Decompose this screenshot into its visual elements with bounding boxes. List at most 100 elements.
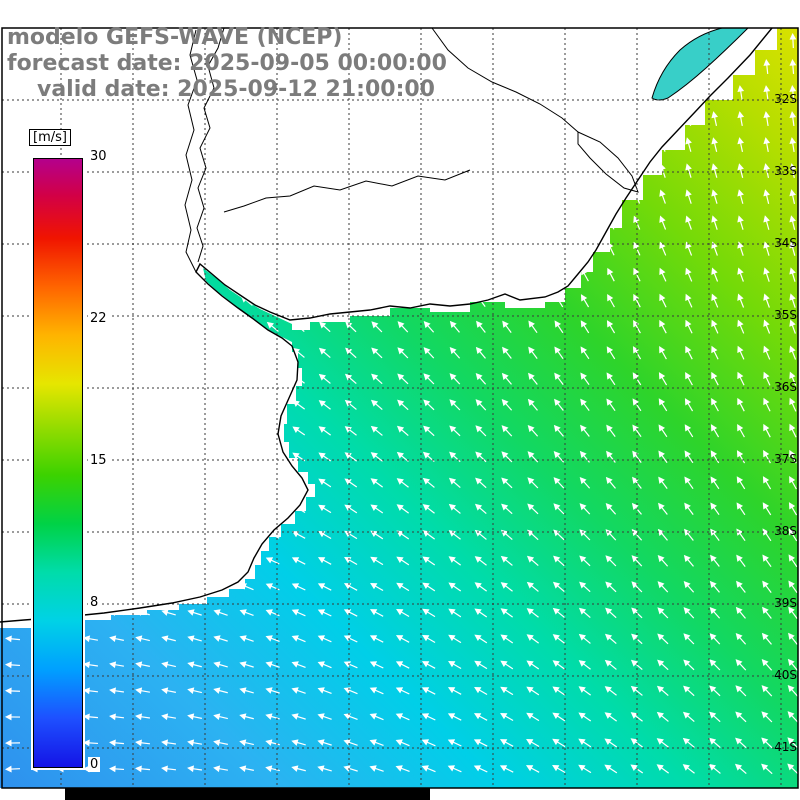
wave-arrow [628, 788, 644, 800]
wave-arrow [710, 424, 720, 438]
wave-arrow [109, 739, 125, 747]
wave-arrow [710, 502, 720, 516]
wave-arrow [318, 530, 332, 540]
wave-arrow [736, 528, 746, 542]
wave-arrow [372, 216, 382, 229]
wave-arrow [266, 348, 279, 358]
wave-arrow [499, 739, 514, 747]
wave-arrow [395, 713, 410, 721]
wave-arrow [213, 557, 228, 565]
wave-arrow [84, 166, 97, 176]
wave-arrow [554, 320, 564, 334]
wave-arrow [319, 269, 331, 281]
wave-arrow [421, 687, 436, 695]
wave-arrow [761, 685, 773, 697]
wave-arrow [529, 33, 536, 48]
wave-arrow [5, 375, 20, 383]
wave-arrow [710, 476, 720, 490]
wave-arrow [707, 787, 723, 800]
wave-arrow [396, 425, 409, 437]
wave-arrow [500, 555, 513, 566]
wave-arrow [213, 609, 228, 616]
wave-arrow [633, 267, 641, 282]
wave-arrow [213, 739, 228, 747]
wave-arrow [291, 687, 306, 694]
wave-arrow [737, 215, 744, 230]
wave-arrow [162, 191, 175, 203]
wave-arrow [266, 452, 280, 462]
wave-arrow [708, 737, 721, 749]
wave-arrow [344, 452, 358, 462]
wave-arrow [477, 85, 485, 100]
wave-arrow [449, 320, 460, 333]
wave-arrow [318, 478, 332, 488]
wave-arrow [553, 424, 564, 437]
wave-arrow [317, 635, 332, 643]
wave-arrow [684, 424, 694, 438]
wave-arrow [317, 557, 332, 565]
wave-arrow [763, 189, 770, 204]
wave-arrow [789, 85, 797, 101]
wave-arrow [527, 503, 539, 515]
lat-label: 38S [774, 524, 797, 538]
wave-arrow [291, 531, 306, 539]
wave-arrow [83, 531, 98, 538]
wave-arrow [215, 139, 227, 151]
wave-arrow [789, 476, 797, 490]
wave-arrow [188, 296, 202, 306]
wave-arrow [161, 765, 177, 773]
wave-arrow [474, 529, 487, 540]
wave-arrow [789, 59, 797, 75]
wave-arrow [734, 763, 747, 775]
wave-arrow [529, 137, 537, 152]
wave-arrow [632, 398, 642, 412]
wave-arrow [213, 713, 228, 720]
wave-arrow [552, 581, 565, 593]
wave-arrow [711, 189, 718, 204]
wave-arrow [422, 634, 436, 644]
colorbar-tick: 15 [88, 453, 109, 468]
wave-arrow [423, 399, 435, 411]
wave-arrow [111, 113, 123, 125]
wave-arrow [711, 267, 719, 282]
wave-arrow [187, 427, 202, 435]
wave-arrow [736, 502, 746, 516]
wave-arrow [606, 398, 616, 412]
wave-arrow [292, 426, 306, 436]
wave-arrow [189, 113, 201, 125]
wave-arrow [709, 607, 721, 619]
wave-arrow [5, 479, 20, 486]
wave-arrow [656, 685, 669, 697]
wave-arrow [711, 163, 718, 178]
wave-arrow [737, 371, 745, 386]
wave-arrow [109, 635, 124, 643]
wave-arrow [528, 346, 538, 359]
wave-arrow [343, 609, 358, 617]
wave-arrow [6, 218, 20, 228]
wave-arrow [763, 59, 771, 75]
wave-arrow [344, 504, 358, 514]
wave-arrow [787, 711, 798, 723]
wave-arrow [83, 479, 98, 486]
wave-arrow [502, 216, 512, 230]
wave-arrow [473, 739, 488, 747]
wave-arrow [292, 347, 305, 358]
wave-arrow [684, 476, 694, 490]
wave-arrow [266, 295, 279, 307]
wave-arrow [762, 502, 772, 516]
wave-arrow [683, 659, 695, 671]
wave-arrow [632, 424, 642, 438]
wave-arrow [319, 243, 331, 255]
wave-arrow [395, 635, 410, 643]
wave-arrow [266, 321, 279, 332]
wave-arrow [109, 765, 125, 773]
wave-arrow [526, 660, 540, 670]
title-block: modelo GEFS-WAVE (NCEP) forecast date: 2… [7, 25, 447, 103]
wave-arrow [265, 713, 280, 720]
wave-arrow [657, 633, 669, 645]
wave-arrow [318, 373, 331, 384]
wave-arrow [763, 319, 771, 334]
wave-arrow [397, 399, 409, 411]
wave-arrow [475, 425, 487, 437]
